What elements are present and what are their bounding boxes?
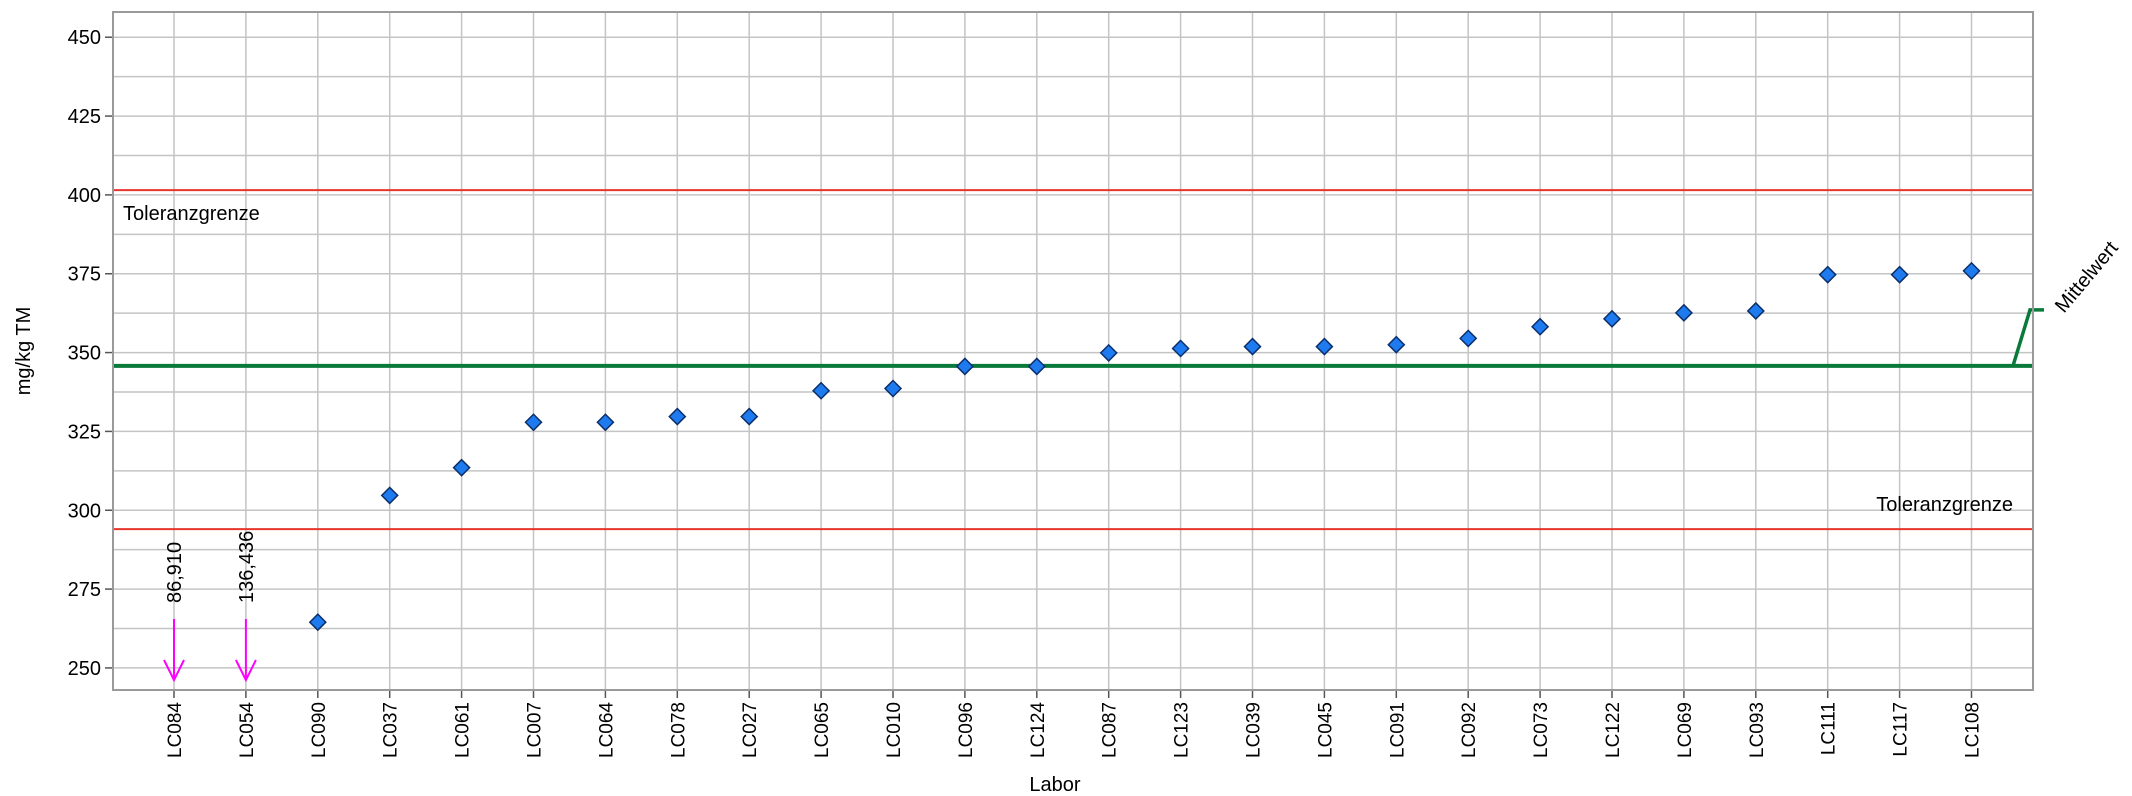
x-tick-label: LC091	[1387, 702, 1408, 758]
data-point-LC039	[1243, 337, 1262, 356]
outlier-markers: 86,910 136,436	[163, 531, 258, 683]
x-tick-label: LC084	[165, 702, 186, 758]
mean-label: Mittelwert	[2051, 237, 2123, 317]
data-point-LC061	[452, 458, 471, 477]
data-point-LC092	[1459, 329, 1478, 348]
x-tick-label: LC096	[956, 702, 977, 758]
x-tick-label: LC122	[1603, 702, 1624, 758]
y-tick-label: 425	[68, 106, 101, 128]
data-point-LC064	[596, 413, 615, 432]
x-tick-label: LC061	[453, 702, 474, 758]
x-tick-label: LC039	[1244, 702, 1265, 758]
data-point-LC123	[1171, 339, 1190, 358]
plot-frame	[112, 11, 2034, 691]
y-tick-label: 275	[68, 579, 101, 601]
data-point-LC122	[1602, 309, 1622, 328]
x-tick-label: LC092	[1459, 702, 1480, 758]
x-tick-label: LC087	[1100, 702, 1121, 758]
x-tick-label: LC123	[1172, 702, 1193, 758]
x-tick-label: LC045	[1315, 702, 1336, 758]
y-axis-label: mg/kg TM	[13, 307, 35, 396]
data-point-LC090	[308, 613, 327, 632]
data-point-LC093	[1746, 301, 1765, 321]
data-point-LC037	[380, 486, 399, 505]
data-point-LC087	[1099, 343, 1118, 362]
y-tick-label: 300	[68, 500, 101, 522]
data-point-LC007	[524, 413, 543, 432]
data-point-LC010	[883, 379, 903, 398]
data-point-LC069	[1674, 303, 1693, 322]
mean-leader	[2011, 308, 2044, 367]
y-tick-label: 400	[68, 185, 101, 207]
data-point-LC045	[1315, 337, 1334, 356]
y-tick-label: 350	[68, 343, 101, 365]
outlier-arrow-head	[163, 659, 185, 683]
data-point-LC117	[1890, 265, 1909, 284]
data-point-LC065	[812, 381, 831, 400]
x-tick-label: LC117	[1891, 702, 1912, 757]
x-tick-label: LC027	[740, 702, 761, 758]
reference-lines: Toleranzgrenze Toleranzgrenze Mittelwert	[113, 189, 2123, 531]
data-point-LC124	[1027, 357, 1046, 376]
x-tick-label: LC069	[1675, 702, 1696, 758]
x-tick-label: LC093	[1747, 702, 1768, 758]
x-tick-label: LC065	[812, 702, 833, 758]
x-tick-label: LC124	[1028, 702, 1049, 758]
x-tick-label: LC064	[596, 702, 617, 758]
y-tick-label: 250	[68, 658, 101, 680]
outlier-value-label: 86,910	[164, 542, 186, 603]
data-points	[308, 261, 1981, 632]
upper-tolerance-label: Toleranzgrenze	[123, 203, 260, 225]
outlier-arrow-head	[235, 659, 257, 683]
x-tick-label: LC054	[237, 702, 258, 758]
y-tick-label: 450	[68, 27, 101, 49]
data-point-LC091	[1387, 335, 1406, 354]
data-point-LC078	[668, 407, 687, 426]
x-tick-label: LC010	[884, 702, 905, 758]
x-tick-label: LC078	[668, 702, 689, 758]
data-point-LC096	[955, 357, 974, 376]
data-point-LC027	[740, 407, 759, 426]
x-tick-label: LC007	[525, 702, 546, 758]
x-tick-label: LC037	[381, 702, 402, 758]
x-tick-label: LC090	[309, 702, 330, 758]
y-axis-ticks: 250 275 300 325 350 375 400 425 450	[68, 27, 113, 680]
y-tick-label: 325	[68, 421, 101, 443]
x-axis-label: Labor	[1029, 774, 1080, 796]
data-point-LC108	[1962, 261, 1981, 280]
data-point-LC111	[1818, 265, 1837, 284]
lower-tolerance-label: Toleranzgrenze	[1876, 494, 2013, 516]
grid	[113, 12, 2033, 690]
data-point-LC073	[1531, 317, 1550, 336]
outlier-value-label: 136,436	[236, 531, 258, 603]
x-tick-label: LC111	[1819, 702, 1840, 755]
x-tick-label: LC073	[1531, 702, 1552, 758]
y-tick-label: 375	[68, 264, 101, 286]
x-tick-label: LC108	[1963, 702, 1984, 758]
x-axis-ticks: LC084 LC054 LC090 LC037 LC061 LC007 LC064 LC078…	[165, 690, 1984, 758]
